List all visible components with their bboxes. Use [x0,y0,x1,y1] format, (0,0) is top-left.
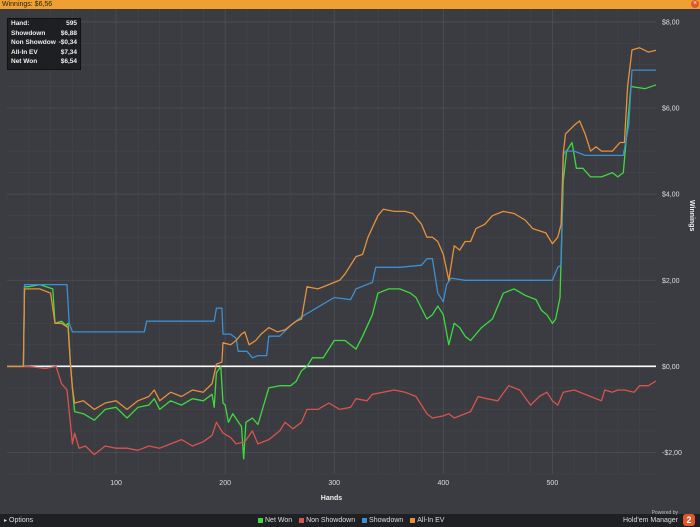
series-line-net-won [7,84,657,460]
legend-item[interactable]: Showdown [362,514,403,527]
brand-credit: Powered by Hold'em Manager [623,510,678,525]
series-line-showdown [7,69,656,368]
x-tick-label: 300 [328,480,340,487]
y-tick-label: $4,00 [662,192,680,199]
stat-label: Showdown [11,29,46,37]
chart-area: 100 200 300 400 500 -$2,00 $0,00 $2,00 $4,00 $6,0… [0,9,700,514]
stat-value: $6,54 [60,58,77,66]
stat-value: $6,88 [60,29,77,37]
stat-row: Hand: 595 [8,19,80,29]
title-bar: Winnings: $6,56 × [0,0,700,9]
legend-label: All-In EV [417,517,445,524]
x-tick-label: 400 [437,480,449,487]
legend-item[interactable]: Non Showdown [299,514,355,527]
legend-item[interactable]: Net Won [258,514,292,527]
bottom-bar: ▸ Options [0,514,700,527]
stat-label: Hand: [11,20,30,27]
winnings-chart: 100 200 300 400 500 -$2,00 $0,00 $2,00 $4,00 $6,0… [7,9,695,502]
stat-row: All-In EV $7,34 [8,48,80,58]
x-tick-label: 500 [547,480,559,487]
legend-label: Showdown [369,517,404,524]
powered-by-text: Powered by [651,510,678,516]
y-tick-label: $0,00 [662,364,680,371]
x-axis-title: Hands [321,495,343,502]
legend-swatch-non-showdown [299,517,305,523]
y-tick-label: $8,00 [662,19,680,26]
legend-swatch-net-won [258,517,263,523]
series-line-non-showdown [7,365,657,456]
x-tick-label: 100 [110,480,122,487]
chart-legend: Net Won Non Showdown Showdown All-In EV [258,514,449,527]
options-button[interactable]: ▸ Options [2,516,35,525]
expand-arrow-icon: ▸ [4,518,8,524]
stat-row: Non Showdow -$0,34 [8,38,80,48]
stats-box: Hand: 595 Showdown $6,88 Non Showdow -$0,34… [7,18,81,70]
legend-item[interactable]: All-In EV [410,514,444,527]
close-icon[interactable]: × [691,0,699,8]
legend-label: Non Showdown [306,517,356,524]
legend-swatch-all-in-ev [410,517,416,523]
stat-value: $7,34 [60,48,77,56]
brand-name: Hold'em Manager [622,517,678,524]
stat-value: -$0,34 [58,39,77,47]
y-tick-label: $2,00 [662,278,680,285]
y-tick-label: $6,00 [662,106,680,113]
hm2-logo-icon: 2 [683,514,695,526]
stat-row: Net Won $6,54 [8,57,80,67]
x-tick-label: 200 [219,480,231,487]
stat-value: 595 [66,20,77,27]
legend-label: Net Won [265,517,293,524]
series-line-all-in-ev [7,47,657,411]
y-axis-title: Winnings [688,200,695,232]
stat-label: All-In EV [11,48,38,56]
window-title: Winnings: $6,56 [2,1,53,8]
y-tick-label: -$2,00 [662,450,682,457]
stat-row: Showdown $6,88 [8,29,80,39]
legend-swatch-showdown [362,517,368,523]
options-label: Options [9,517,34,524]
stat-label: Non Showdow [11,39,56,47]
stat-label: Net Won [11,58,38,66]
